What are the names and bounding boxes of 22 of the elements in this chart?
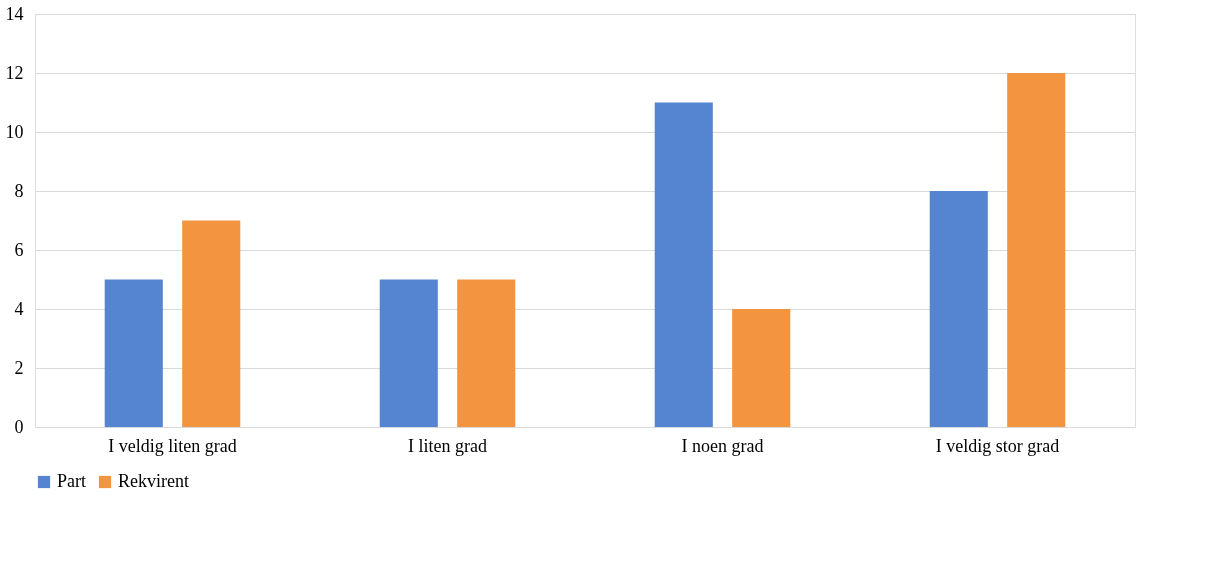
y-tick-label: 6 (14, 239, 24, 260)
bar (654, 102, 713, 427)
x-tick-label: I noen grad (681, 435, 764, 456)
legend-label: Rekvirent (118, 471, 189, 491)
bar (182, 220, 241, 427)
y-tick-label: 8 (14, 180, 24, 201)
bar (732, 309, 791, 427)
y-tick-label: 2 (14, 357, 24, 378)
y-tick-label: 10 (5, 121, 24, 142)
bar (457, 279, 516, 427)
y-tick-label: 4 (14, 298, 24, 319)
y-tick-label: 0 (14, 416, 24, 437)
x-tick-label: I liten grad (408, 435, 487, 456)
y-tick-label: 14 (5, 3, 24, 24)
bar (379, 279, 438, 427)
bar (104, 279, 163, 427)
bar (929, 191, 988, 427)
x-tick-label: I veldig liten grad (108, 435, 237, 456)
legend-label: Part (57, 471, 86, 491)
y-tick-label: 12 (5, 62, 24, 83)
bar (1007, 73, 1066, 427)
x-tick-label: I veldig stor grad (935, 435, 1060, 456)
